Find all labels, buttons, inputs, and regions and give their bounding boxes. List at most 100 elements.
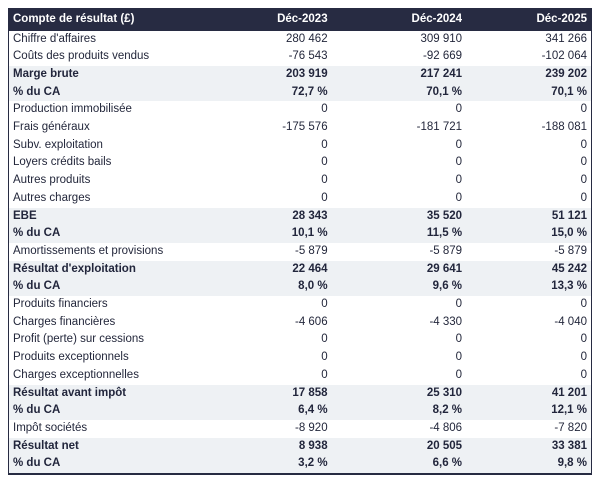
table-row: Profit (perte) sur cessions 0 0 0 <box>8 331 592 350</box>
table-row: Subv. exploitation 0 0 0 <box>8 136 592 155</box>
row-value: 72,7 % <box>201 83 332 102</box>
row-label: Résultat d'exploitation <box>8 260 202 279</box>
row-value: 20 505 <box>331 437 467 456</box>
row-value: 6,4 % <box>201 402 332 420</box>
row-value: 22 464 <box>201 260 332 279</box>
table-header-row: Compte de résultat (£) Déc-2023 Déc-2024… <box>8 8 592 31</box>
table-row: Impôt sociétés -8 920 -4 806 -7 820 <box>8 419 592 438</box>
table-row: Loyers crédits bails 0 0 0 <box>8 154 592 173</box>
table-row: Production immobilisée 0 0 0 <box>8 101 592 120</box>
row-value: 0 <box>466 189 592 208</box>
row-value: 17 858 <box>201 384 332 403</box>
table-row: Produits financiers 0 0 0 <box>8 296 592 314</box>
table-row: Frais généraux -175 576 -181 721 -188 081 <box>8 119 592 137</box>
row-value: 6,6 % <box>331 455 467 475</box>
row-value: 280 462 <box>201 30 332 49</box>
table-title: Compte de résultat (£) <box>8 8 202 31</box>
row-value: 341 266 <box>466 30 592 49</box>
row-value: 0 <box>201 136 332 155</box>
table-row: Autres charges 0 0 0 <box>8 189 592 208</box>
row-label: Production immobilisée <box>8 101 202 120</box>
table-row: % du CA 8,0 % 9,6 % 13,3 % <box>8 278 592 297</box>
row-label: Marge brute <box>8 65 202 84</box>
row-label: % du CA <box>8 455 202 475</box>
row-label: Charges financières <box>8 313 202 332</box>
table-row: Coûts des produits vendus -76 543 -92 669-… <box>8 48 592 66</box>
row-value: 70,1 % <box>466 83 592 102</box>
row-value: -102 064 <box>466 48 592 66</box>
table-row: % du CA 3,2 % 6,6 % 9,8 % <box>8 455 592 475</box>
row-value: 239 202 <box>466 65 592 84</box>
row-label: Impôt sociétés <box>8 419 202 438</box>
row-label: Frais généraux <box>8 119 202 137</box>
row-value: 51 121 <box>466 207 592 226</box>
row-value: 9,8 % <box>466 455 592 475</box>
table-row: Charges exceptionnelles 0 0 0 <box>8 366 592 385</box>
table-row: Autres produits 0 0 0 <box>8 172 592 190</box>
table-row: Amortissements et provisions -5 879 -5 879… <box>8 242 592 261</box>
row-label: Autres produits <box>8 172 202 190</box>
row-value: 0 <box>466 136 592 155</box>
row-value: 8 938 <box>201 437 332 456</box>
row-value: 3,2 % <box>201 455 332 475</box>
table-row: % du CA 6,4 % 8,2 % 12,1 % <box>8 402 592 420</box>
row-label: % du CA <box>8 402 202 420</box>
row-value: 0 <box>201 101 332 120</box>
table-row: % du CA 72,7 % 70,1 % 70,1 % <box>8 83 592 102</box>
row-value: -4 606 <box>201 313 332 332</box>
row-label: Coûts des produits vendus <box>8 48 202 66</box>
row-value: 70,1 % <box>331 83 467 102</box>
row-value: 0 <box>201 349 332 367</box>
row-value: 0 <box>331 189 467 208</box>
row-value: -4 806 <box>331 419 467 438</box>
row-value: 0 <box>466 154 592 173</box>
row-label: Résultat avant impôt <box>8 384 202 403</box>
row-label: Produits exceptionnels <box>8 349 202 367</box>
table-row: Charges financières -4 606 -4 330 -4 040 <box>8 313 592 332</box>
row-value: 0 <box>466 349 592 367</box>
row-value: -5 879 <box>201 242 332 261</box>
row-label: Subv. exploitation <box>8 136 202 155</box>
row-value: 45 242 <box>466 260 592 279</box>
row-value: 11,5 % <box>331 225 467 243</box>
row-value: -7 820 <box>466 419 592 438</box>
row-value: 0 <box>201 172 332 190</box>
row-value: 217 241 <box>331 65 467 84</box>
row-label: % du CA <box>8 278 202 297</box>
row-value: 0 <box>466 172 592 190</box>
row-value: 0 <box>466 366 592 385</box>
row-value: 0 <box>201 189 332 208</box>
table-row: Chiffre d'affaires 280 462 309 910 341 266 <box>8 30 592 49</box>
table-row: Marge brute 203 919 217 241 239 202 <box>8 65 592 84</box>
row-value: -5 879 <box>331 242 467 261</box>
row-label: Loyers crédits bails <box>8 154 202 173</box>
row-value: 0 <box>331 172 467 190</box>
table-row: Résultat net 8 938 20 505 33 381 <box>8 437 592 456</box>
row-label: % du CA <box>8 225 202 243</box>
table-row: % du CA 10,1 % 11,5 % 15,0 % <box>8 225 592 243</box>
row-value: 0 <box>201 154 332 173</box>
row-value: 0 <box>331 296 467 314</box>
row-value: 0 <box>201 331 332 350</box>
row-value: 13,3 % <box>466 278 592 297</box>
row-value: 8,0 % <box>201 278 332 297</box>
row-value: 41 201 <box>466 384 592 403</box>
row-value: 203 919 <box>201 65 332 84</box>
row-value: 0 <box>331 154 467 173</box>
row-value: 29 641 <box>331 260 467 279</box>
table-body: Chiffre d'affaires 280 462 309 910 341 266 C… <box>8 30 592 475</box>
row-value: 0 <box>331 349 467 367</box>
row-value: 35 520 <box>331 207 467 226</box>
column-header-dec-2025: Déc-2025 <box>466 8 592 31</box>
row-value: 33 381 <box>466 437 592 456</box>
row-value: 10,1 % <box>201 225 332 243</box>
row-value: 0 <box>466 331 592 350</box>
row-value: -4 330 <box>331 313 467 332</box>
row-value: -92 669 <box>331 48 467 66</box>
row-label: Résultat net <box>8 437 202 456</box>
row-label: Produits financiers <box>8 296 202 314</box>
row-value: -188 081 <box>466 119 592 137</box>
table-row: Résultat avant impôt 17 858 25 310 41 201 <box>8 384 592 403</box>
row-value: 0 <box>466 296 592 314</box>
row-value: -76 543 <box>201 48 332 66</box>
